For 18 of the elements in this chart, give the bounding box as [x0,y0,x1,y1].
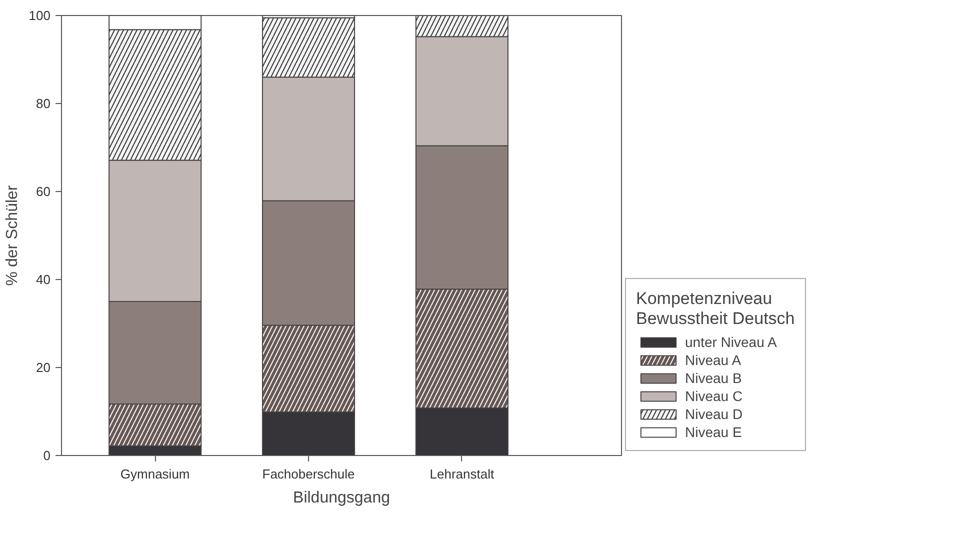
y-tick-label: 80 [36,96,51,111]
legend-label: Niveau A [685,352,742,368]
x-tick-label: Lehranstalt [430,466,494,482]
legend-title: Kompetenzniveau Bewusstheit Deutsch [636,289,795,329]
legend-label: Niveau D [685,406,743,422]
legend-label: unter Niveau A [685,334,777,350]
x-tick-label: Gymnasium [120,466,190,482]
y-tick-label: 20 [36,360,51,375]
y-tick-label: 100 [28,8,51,23]
legend-label: Niveau C [685,388,743,404]
x-axis-title: Bildungsgang [293,490,390,506]
y-axis-title: % der Schüler [4,184,21,286]
y-tick-label: 60 [36,184,51,199]
y-tick-label: 0 [43,448,51,463]
legend-label: Niveau B [685,370,742,386]
x-tick-label: Fachoberschule [262,466,355,482]
legend-label: Niveau E [685,424,742,440]
y-tick-label: 40 [36,272,51,287]
